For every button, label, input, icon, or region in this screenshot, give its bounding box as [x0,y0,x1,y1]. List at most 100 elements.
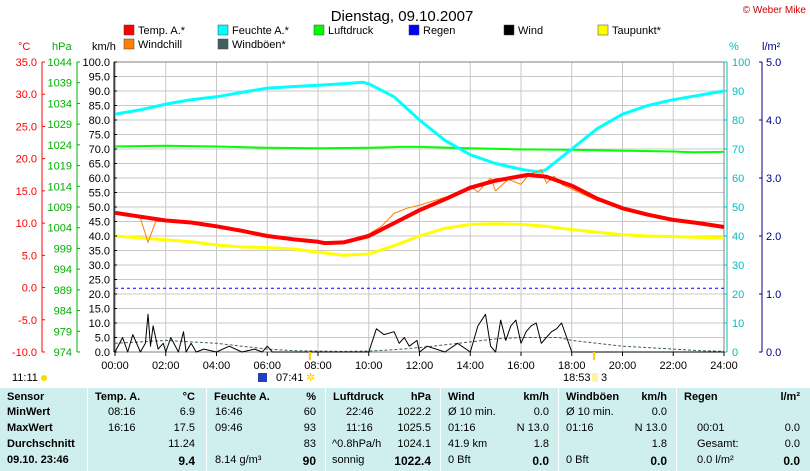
cell-label: 0.0 l/m² [697,454,734,466]
column-separator [87,388,88,471]
axis-tick-label-wind_kmh: 90.0 [89,86,110,98]
legend-swatch [123,24,135,36]
axis-tick-label-temp_c: 5.0 [22,250,37,262]
table-column: Feuchte A.% 16:46 60 09:46 93 83 8.14 g/m³ 90 [207,388,326,471]
cell-label: 0 Bft [448,454,471,466]
axis-tick-label-pressure_hpa: 984 [54,306,72,318]
legend-label: Feuchte A.* [232,25,290,37]
axis-tick-label-temp_c: 35.0 [16,57,37,69]
axis-tick-label-wind_kmh: 50.0 [89,202,110,214]
axis-tick-label-rain_lm2: 1.0 [766,289,781,301]
series-line-taupunkt [114,222,725,257]
cell-label: 0 Bft [566,454,589,466]
x-tick-label: 04:00 [203,360,231,372]
axis-tick-label-pressure_hpa: 1034 [48,98,72,110]
axis-tick-label-wind_kmh: 55.0 [89,188,110,200]
axis-tick-label-pressure_hpa: 979 [54,326,72,338]
axis-tick-label-rain_lm2: 4.0 [766,115,781,127]
axis-tick-label-rain_lm2: 0.0 [766,347,781,359]
axis-tick-label-wind_kmh: 45.0 [89,217,110,229]
table-column: Wind km/h Ø 10 min. 0.0 01:16 N 13.0 41.9 km 1.… [441,388,559,471]
x-tick-label: 10:00 [355,360,383,372]
cell-value: 0.0 [651,406,667,418]
axis-tick-label-humidity_pct: 80 [732,115,744,127]
cell-value: 83 [303,438,316,450]
series-line-temp-a [114,172,725,246]
cell-label: 11:16 [346,422,373,434]
axis-tick-label-wind_kmh: 40.0 [89,231,110,243]
cell-value: 1.8 [533,438,549,450]
axis-unit-temp_c: °C [18,41,30,53]
column-unit: % [306,391,316,403]
axis-tick-label-humidity_pct: 60 [732,173,744,185]
axis-tick-label-wind_kmh: 5.0 [95,333,110,345]
x-tick-label: 06:00 [253,360,281,372]
cell-label: 00:01 [697,422,725,434]
table-column: Windböen km/h Ø 10 min. 0.0 01:16 N 13.0 1.8 0 … [559,388,677,471]
cell-label: Ø 10 min. [448,406,496,418]
cell-value: 0.0 [533,406,549,418]
axis-tick-label-humidity_pct: 70 [732,144,744,156]
column-header: Feuchte A. [214,391,270,403]
axis-headers: °C hPa km/h% l/m² [18,41,781,53]
cell-label: Gesamt: [697,438,739,450]
legend-swatch [408,24,420,36]
column-separator [325,388,326,471]
axis-tick-label-pressure_hpa: 1014 [48,181,72,193]
row-label: MaxWert [7,422,53,434]
cell-value: 0.0 [783,454,800,468]
series-line-feuchte-a [114,80,725,174]
cell-value: 0.0 [532,454,549,468]
axis-tick-label-pressure_hpa: 989 [54,285,72,297]
axis-tick-label-temp_c: 10.0 [16,218,37,230]
column-header: Luftdruck [333,391,384,403]
table-column: Temp. A. °C 08:16 6.9 16:16 17.5 11.24 9.4 [88,388,205,471]
axis-tick-label-wind_kmh: 60.0 [89,173,110,185]
x-tick-label: 20:00 [609,360,637,372]
cell-label: sonnig [332,454,365,466]
cell-value: 9.4 [178,454,195,468]
axis-tick-label-wind_kmh: 75.0 [89,130,110,142]
axis-tick-label-rain_lm2: 5.0 [766,57,781,69]
column-header: Wind [448,391,475,403]
axis-tick-label-wind_kmh: 15.0 [89,304,110,316]
cell-label: 22:46 [346,406,374,418]
row-label-column: Sensor MinWert MaxWert Durchschnitt 09.10. 2… [0,388,88,471]
cell-label: 41.9 km [448,438,488,450]
x-tick-label: 12:00 [406,360,434,372]
axis-tick-label-temp_c: 20.0 [16,154,37,166]
axis-tick-label-temp_c: 30.0 [16,89,37,101]
cell-value: 0.0 [784,438,800,450]
axis-unit-humidity_pct: % [729,41,739,53]
axis-tick-label-temp_c: -5.0 [18,315,37,327]
axis-tick-label-wind_kmh: 30.0 [89,260,110,272]
column-unit: hPa [410,391,431,403]
axis-tick-label-wind_kmh: 80.0 [89,115,110,127]
sunset-time: 18:53 [563,372,591,384]
axis-unit-wind_kmh: km/h [92,41,116,53]
axis-tick-label-pressure_hpa: 1019 [48,161,72,173]
axis-tick-label-rain_lm2: 2.0 [766,231,781,243]
cell-label: ^0.8hPa/h [332,438,382,450]
axis-tick-label-pressure_hpa: 1039 [48,78,72,90]
series-line-wind [114,313,724,353]
axis-tick-label-pressure_hpa: 994 [54,264,72,276]
cell-value: N 13.0 [634,422,667,434]
moon-phase: 3 [601,372,607,384]
axis-tick-label-humidity_pct: 10 [732,318,744,330]
axis-tick-label-wind_kmh: 65.0 [89,159,110,171]
legend-label: Taupunkt* [612,25,662,37]
cell-value: 90 [302,454,316,468]
table-column: Regen l/m² 00:01 0.0 Gesamt: 0.0 0.0 l/m² 0.0 [677,388,810,471]
x-tick-label: 18:00 [558,360,586,372]
column-header: Temp. A. [95,391,141,403]
sunrise-icon [258,373,267,382]
grid [114,61,725,353]
row-label: MinWert [7,406,51,418]
legend-label: Temp. A.* [138,25,186,37]
axis-tick-label-wind_kmh: 35.0 [89,246,110,258]
cell-label: 01:16 [448,422,476,434]
cell-value: 1025.5 [397,422,431,434]
axis-tick-label-humidity_pct: 0 [732,347,738,359]
legend: Temp. A.* Feuchte A.* Luftdruck Regen Wind Ta… [123,24,662,51]
